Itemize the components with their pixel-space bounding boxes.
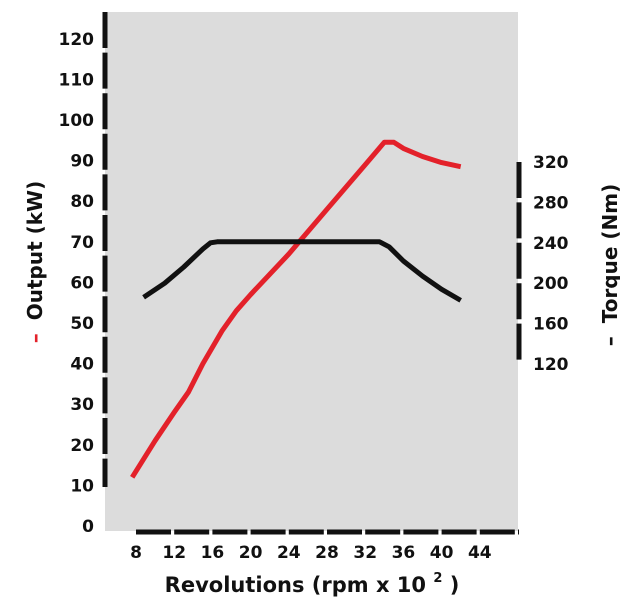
torque-series-line	[142, 239, 462, 303]
x-tick-label-0: 8	[130, 543, 142, 563]
x-tick-label-1: 12	[162, 543, 186, 563]
x-axis-title-text: Revolutions (rpm x 10	[165, 573, 426, 597]
right-axis: 120 160 200 240 280 320	[516, 153, 569, 375]
y-left-tick-label-5: 50	[70, 314, 94, 334]
right-axis-title-text: Torque (Nm)	[598, 184, 620, 324]
y-left-tick-label-10: 100	[59, 111, 95, 131]
x-axis-title: Revolutions (rpm x 10 2 )	[165, 563, 460, 597]
y-left-tick-label-1: 10	[70, 476, 94, 496]
y-right-tick-label-0: 120	[533, 355, 569, 375]
y-left-tick-label-12: 120	[59, 30, 95, 50]
y-right-tick-label-5: 320	[533, 153, 569, 173]
x-tick-label-6: 32	[353, 543, 377, 563]
y-left-tick-label-3: 30	[70, 395, 94, 415]
left-axis: 0 10 20 30 40 50 60 70 80 90 100 110 120	[59, 12, 108, 537]
left-axis-title-text: Output (kW)	[23, 181, 47, 321]
series-layer	[130, 139, 462, 479]
left-axis-title-marker: –	[23, 333, 47, 343]
plot-background	[105, 12, 518, 531]
y-right-tick-label-4: 280	[533, 193, 569, 213]
y-right-tick-label-3: 240	[533, 234, 569, 254]
x-axis-title-suffix: )	[450, 573, 460, 597]
y-left-tick-label-6: 60	[70, 273, 94, 293]
x-tick-label-4: 24	[277, 543, 301, 563]
y-left-tick-label-9: 90	[70, 152, 94, 172]
y-left-tick-label-11: 110	[59, 70, 95, 90]
y-left-tick-label-2: 20	[70, 436, 94, 456]
bottom-axis: 8 12 16 20 24 28 32 36 40 44	[130, 529, 519, 563]
right-axis-title: – Torque (Nm)	[598, 184, 620, 347]
y-left-tick-label-0: 0	[82, 517, 94, 537]
x-tick-label-3: 20	[239, 543, 263, 563]
left-axis-title: – Output (kW)	[23, 181, 47, 344]
y-right-tick-label-2: 200	[533, 274, 569, 294]
y-left-tick-label-7: 70	[70, 233, 94, 253]
y-right-tick-label-1: 160	[533, 315, 569, 335]
x-tick-label-7: 36	[392, 543, 416, 563]
y-left-tick-label-8: 80	[70, 192, 94, 212]
x-tick-label-5: 28	[315, 543, 339, 563]
output-series-line	[130, 139, 462, 479]
x-tick-label-9: 44	[468, 543, 492, 563]
right-axis-title-marker: –	[598, 336, 620, 346]
y-left-tick-label-4: 40	[70, 355, 94, 375]
x-tick-label-8: 40	[430, 543, 454, 563]
x-axis-title-superscript: 2	[433, 571, 442, 586]
x-tick-label-2: 16	[201, 543, 225, 563]
